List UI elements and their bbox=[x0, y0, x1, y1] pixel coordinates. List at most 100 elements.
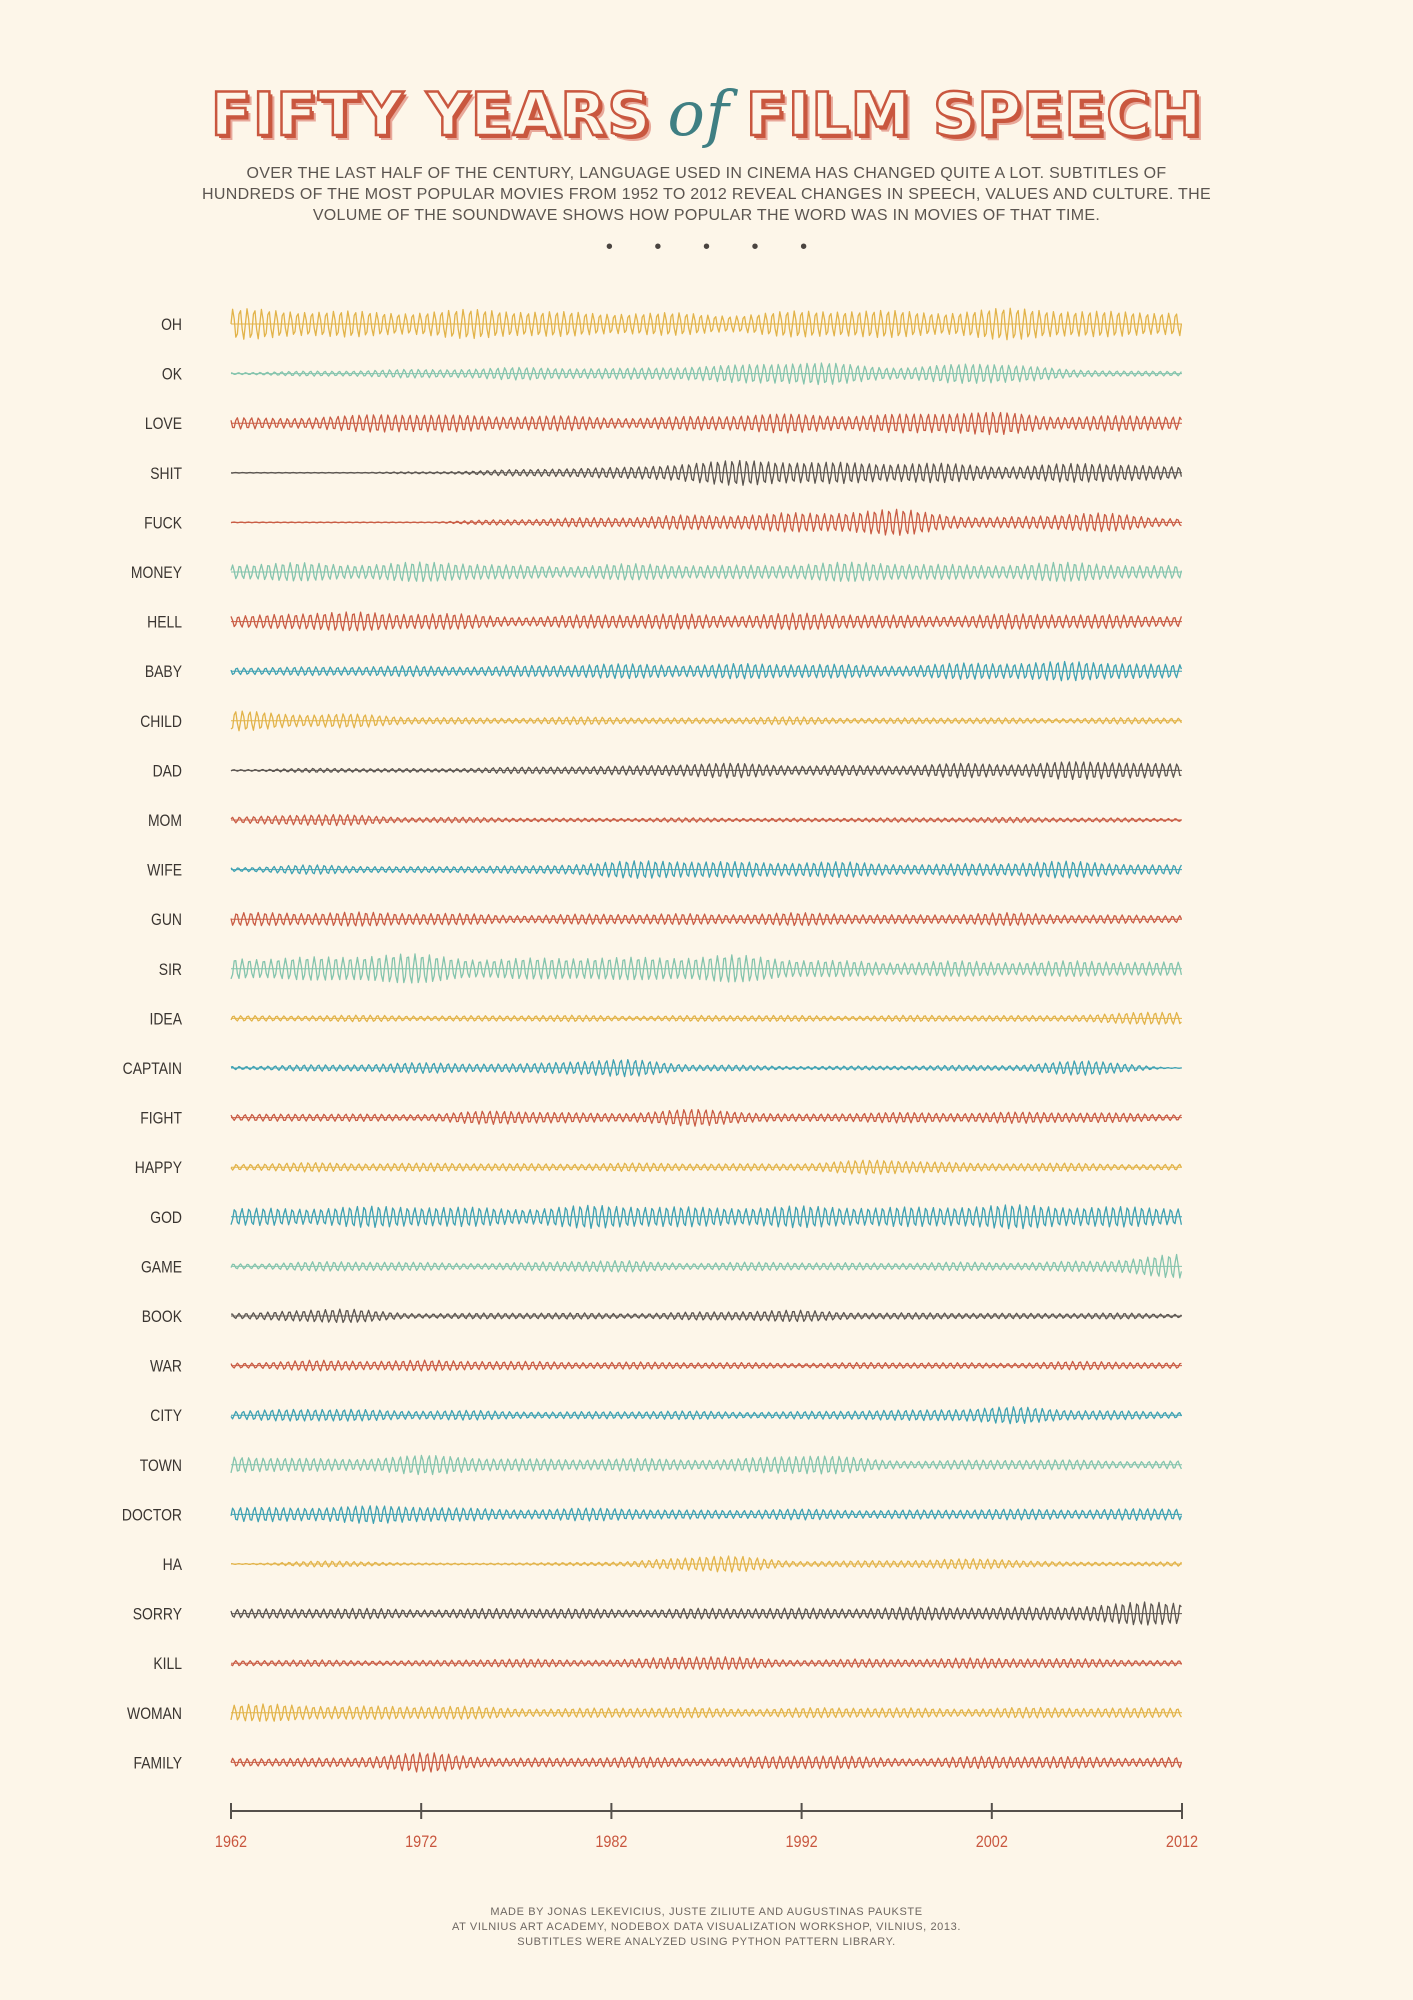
word-row-baby: BABY bbox=[145, 660, 1183, 682]
word-row-war: WAR bbox=[150, 1357, 1182, 1376]
word-row-mom: MOM bbox=[148, 812, 1182, 831]
word-label-town: TOWN bbox=[140, 1457, 182, 1476]
soundwave-fuck bbox=[230, 508, 1182, 536]
credits-footer: MADE BY JONAS LEKEVICIUS, JUSTE ZILIUTE … bbox=[0, 1905, 1413, 1950]
axis-label-1972: 1972 bbox=[405, 1833, 437, 1851]
soundwave-war bbox=[230, 1359, 1182, 1372]
axis-label-1992: 1992 bbox=[786, 1833, 818, 1851]
word-row-city: CITY bbox=[150, 1406, 1182, 1426]
soundwave-city bbox=[230, 1406, 1182, 1425]
soundwave-love bbox=[230, 411, 1182, 436]
word-label-sir: SIR bbox=[159, 961, 182, 980]
soundwave-book bbox=[230, 1308, 1182, 1324]
soundwave-family bbox=[230, 1752, 1183, 1773]
soundwave-game bbox=[230, 1253, 1183, 1279]
word-row-sorry: SORRY bbox=[133, 1601, 1182, 1626]
axis-label-1962: 1962 bbox=[215, 1833, 247, 1851]
word-label-sorry: SORRY bbox=[133, 1605, 183, 1624]
title-connector: of bbox=[667, 77, 730, 150]
word-row-book: BOOK bbox=[142, 1308, 1182, 1327]
word-row-god: GOD bbox=[150, 1204, 1183, 1230]
word-row-doctor: DOCTOR bbox=[122, 1505, 1183, 1525]
soundwave-hell bbox=[230, 611, 1183, 632]
word-label-hell: HELL bbox=[147, 613, 182, 632]
word-label-kill: KILL bbox=[153, 1655, 182, 1674]
word-label-god: GOD bbox=[150, 1209, 182, 1228]
word-row-child: CHILD bbox=[140, 710, 1182, 732]
word-label-oh: OH bbox=[161, 316, 182, 335]
soundwave-kill bbox=[230, 1656, 1182, 1670]
word-label-family: FAMILY bbox=[133, 1754, 182, 1773]
word-row-shit: SHIT bbox=[150, 459, 1183, 486]
word-label-baby: BABY bbox=[145, 663, 183, 682]
word-label-game: GAME bbox=[141, 1258, 182, 1277]
word-label-city: CITY bbox=[150, 1407, 182, 1426]
intro-paragraph: OVER THE LAST HALF OF THE CENTURY, LANGU… bbox=[202, 165, 1211, 224]
word-label-idea: IDEA bbox=[149, 1010, 182, 1029]
word-label-mom: MOM bbox=[148, 812, 182, 831]
soundwave-woman bbox=[230, 1703, 1182, 1722]
word-row-captain: CAPTAIN bbox=[123, 1058, 1182, 1079]
word-row-kill: KILL bbox=[153, 1655, 1182, 1674]
word-label-doctor: DOCTOR bbox=[122, 1506, 182, 1525]
soundwave-doctor bbox=[230, 1505, 1183, 1525]
soundwave-god bbox=[230, 1204, 1183, 1230]
word-row-ha: HA bbox=[163, 1555, 1182, 1574]
soundwave-happy bbox=[230, 1159, 1182, 1176]
poster-title: FIFTY YEARS of FILM SPEECH bbox=[0, 77, 1413, 152]
word-label-money: MONEY bbox=[131, 564, 183, 583]
axis-label-1982: 1982 bbox=[595, 1833, 627, 1851]
word-row-happy: HAPPY bbox=[135, 1159, 1182, 1178]
soundwave-child bbox=[230, 710, 1182, 732]
soundwave-captain bbox=[230, 1058, 1182, 1078]
word-row-town: TOWN bbox=[140, 1454, 1182, 1476]
word-row-fuck: FUCK bbox=[144, 508, 1182, 536]
word-row-sir: SIR bbox=[159, 953, 1183, 984]
word-label-woman: WOMAN bbox=[127, 1705, 182, 1724]
title-part-1: FIFTY YEARS bbox=[209, 79, 652, 152]
word-row-oh: OH bbox=[161, 307, 1183, 341]
soundwave-baby bbox=[230, 660, 1183, 682]
soundwave-shit bbox=[230, 459, 1183, 486]
soundwave-ha bbox=[230, 1555, 1182, 1573]
word-label-child: CHILD bbox=[140, 713, 182, 732]
axis-label-2012: 2012 bbox=[1166, 1833, 1198, 1851]
time-axis: 1962 1972 1982 1992 2002 2012 bbox=[215, 1803, 1198, 1851]
credits-line-2: AT VILNIUS ART ACADEMY, NODEBOX DATA VIS… bbox=[452, 1921, 961, 1933]
word-label-dad: DAD bbox=[153, 762, 182, 781]
soundwave-ok bbox=[230, 362, 1182, 386]
word-row-money: MONEY bbox=[131, 561, 1183, 583]
soundwave-sorry bbox=[230, 1601, 1182, 1626]
word-label-love: LOVE bbox=[145, 415, 182, 434]
word-row-hell: HELL bbox=[147, 611, 1183, 632]
word-label-happy: HAPPY bbox=[135, 1159, 183, 1178]
soundwave-fight bbox=[230, 1108, 1182, 1127]
word-label-fuck: FUCK bbox=[144, 514, 182, 533]
word-row-fight: FIGHT bbox=[140, 1108, 1182, 1128]
word-label-book: BOOK bbox=[142, 1308, 183, 1327]
word-row-dad: DAD bbox=[153, 761, 1182, 781]
word-label-ok: OK bbox=[162, 365, 183, 384]
soundwave-mom bbox=[230, 813, 1182, 827]
soundwave-oh bbox=[230, 307, 1183, 341]
soundwave-wife bbox=[230, 860, 1182, 879]
soundwave-dad bbox=[230, 761, 1182, 781]
soundwave-sir bbox=[230, 953, 1183, 984]
word-label-fight: FIGHT bbox=[140, 1109, 182, 1128]
soundwave-chart: OH OK LOVE SHIT FUCK MONEY HELL BABY CHILD DAD MOM… bbox=[122, 307, 1198, 1851]
soundwave-gun bbox=[230, 911, 1182, 927]
axis-label-2002: 2002 bbox=[976, 1833, 1008, 1851]
soundwave-money bbox=[230, 561, 1183, 583]
word-row-gun: GUN bbox=[151, 911, 1182, 930]
word-label-captain: CAPTAIN bbox=[123, 1060, 182, 1079]
word-label-wife: WIFE bbox=[147, 861, 182, 880]
decorative-dots: • • • • • bbox=[605, 236, 826, 258]
word-row-idea: IDEA bbox=[149, 1010, 1182, 1029]
word-row-family: FAMILY bbox=[133, 1752, 1183, 1773]
word-label-gun: GUN bbox=[151, 911, 182, 930]
soundwave-idea bbox=[230, 1011, 1182, 1025]
word-row-game: GAME bbox=[141, 1253, 1183, 1279]
word-row-woman: WOMAN bbox=[127, 1703, 1182, 1724]
word-label-war: WAR bbox=[150, 1357, 182, 1376]
word-row-wife: WIFE bbox=[147, 860, 1182, 880]
